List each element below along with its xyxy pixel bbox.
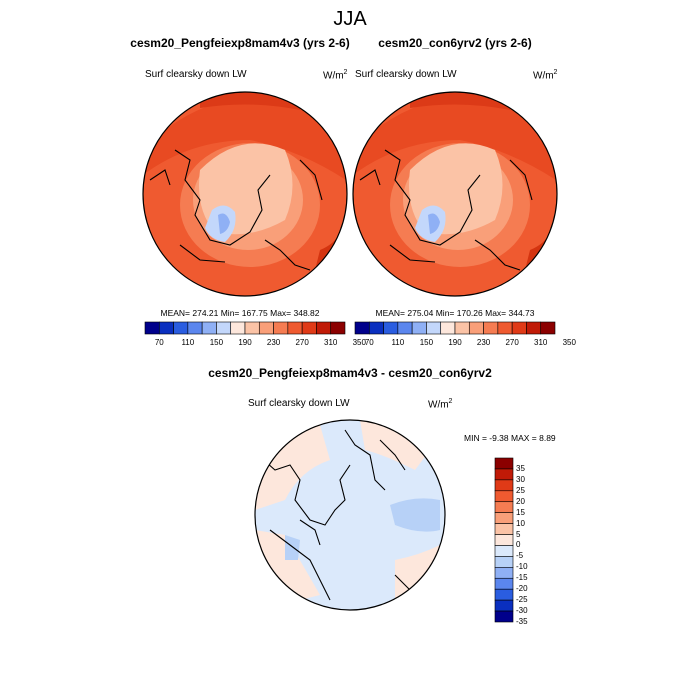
diff-colorbar-swatch	[494, 599, 514, 612]
left-colorbar-tick-label: 350	[352, 338, 366, 347]
right-variable-label: Surf clearsky down LW	[355, 69, 457, 80]
diff-colorbar-tick-label: 0	[516, 540, 521, 550]
right-colorbar-tick-label: 190	[448, 338, 462, 347]
left-colorbar-ticks: 70 110 150 190 230 270 310 350	[145, 338, 366, 348]
right-colorbar-ticks: 70 110 150 190 230 270 310 350	[355, 338, 576, 348]
diff-colorbar-tick-label: 25	[516, 485, 525, 495]
diff-colorbar-tick-label: -30	[516, 606, 528, 616]
diff-colorbar-swatch	[494, 588, 514, 601]
left-variable-label: Surf clearsky down LW	[145, 69, 247, 80]
diff-panel-title: cesm20_Pengfeiexp8mam4v3 - cesm20_con6yr…	[208, 366, 492, 380]
diff-colorbar-tick-label: 10	[516, 518, 525, 528]
right-stats: MEAN= 275.04 Min= 170.26 Max= 344.73	[375, 308, 535, 318]
diff-colorbar-swatch	[494, 523, 514, 535]
diff-colorbar-ticks: 35 30 25 20 15 10 5 0 -5 -10 -15 -20 -25 -30 -35	[516, 458, 546, 626]
right-colorbar	[354, 321, 556, 335]
right-panel-title: cesm20_con6yrv2 (yrs 2-6)	[378, 36, 532, 50]
left-colorbar-tick-label: 70	[154, 338, 164, 347]
diff-colorbar	[494, 457, 514, 623]
left-colorbar-tick-label: 270	[295, 338, 309, 347]
left-colorbar-swatch	[330, 321, 346, 335]
right-colorbar-tick-label: 230	[476, 338, 491, 347]
left-colorbar	[144, 321, 346, 335]
right-colorbar-tick-label: 310	[534, 338, 548, 347]
right-colorbar-tick-label: 110	[391, 338, 405, 347]
diff-colorbar-tick-label: -5	[516, 551, 524, 561]
right-colorbar-tick-label: 70	[364, 338, 374, 347]
diff-colorbar-tick-label: -15	[516, 573, 528, 583]
left-colorbar-tick-label: 150	[209, 338, 224, 347]
main-title: JJA	[333, 8, 367, 30]
diff-colorbar-swatch	[494, 512, 514, 524]
diff-colorbar-swatch	[494, 567, 514, 579]
diff-stats: MIN = -9.38 MAX = 8.89	[464, 433, 556, 443]
diff-colorbar-swatch	[494, 534, 514, 546]
right-colorbar-swatch	[540, 321, 556, 335]
left-stats: MEAN= 274.21 Min= 167.75 Max= 348.82	[160, 308, 320, 318]
diff-colorbar-swatch	[494, 556, 514, 568]
diff-colorbar-swatch	[494, 610, 514, 623]
diff-colorbar-tick-label: 15	[516, 507, 525, 517]
right-colorbar-tick-label: 150	[419, 338, 434, 347]
diff-colorbar-tick-label: -25	[516, 595, 528, 605]
diff-colorbar-swatch	[494, 468, 514, 481]
diff-units-label: W/m2	[428, 398, 453, 411]
left-colorbar-tick-label: 310	[324, 338, 338, 347]
diff-colorbar-swatch	[494, 545, 514, 557]
diff-colorbar-swatch	[494, 490, 514, 503]
diff-colorbar-tick-label: 35	[516, 463, 525, 473]
left-units-label: W/m2	[323, 69, 348, 82]
left-colorbar-tick-label: 190	[238, 338, 252, 347]
diff-colorbar-tick-label: -20	[516, 584, 528, 594]
diff-variable-label: Surf clearsky down LW	[248, 398, 350, 409]
diff-colorbar-tick-label: -10	[516, 562, 528, 572]
right-colorbar-tick-label: 350	[562, 338, 576, 347]
diff-colorbar-swatch	[494, 479, 514, 492]
left-colorbar-tick-label: 230	[266, 338, 281, 347]
diff-colorbar-tick-label: 20	[516, 496, 525, 506]
left-panel-title: cesm20_Pengfeiexp8mam4v3 (yrs 2-6)	[130, 36, 350, 50]
diff-colorbar-swatch	[494, 457, 514, 470]
left-colorbar-tick-label: 110	[181, 338, 195, 347]
right-colorbar-tick-label: 270	[505, 338, 519, 347]
diff-colorbar-swatch	[494, 577, 514, 590]
diff-colorbar-tick-label: 30	[516, 474, 525, 484]
diff-colorbar-tick-label: -35	[516, 617, 528, 626]
diff-colorbar-swatch	[494, 501, 514, 513]
diff-colorbar-tick-label: 5	[516, 529, 521, 539]
right-units-label: W/m2	[533, 69, 558, 82]
